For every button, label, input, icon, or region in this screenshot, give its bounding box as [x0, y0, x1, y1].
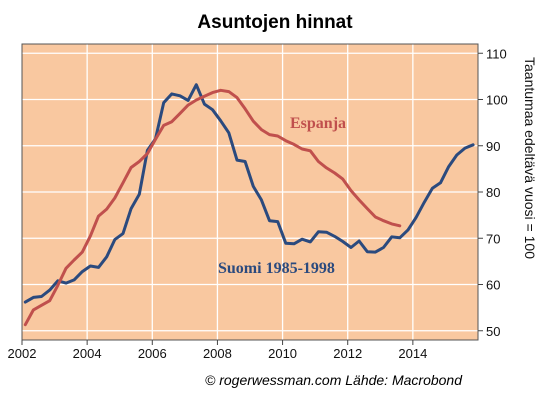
x-axis: 2002 2004 2006 2008 2010 2012 2014 [8, 340, 427, 361]
y-tick-label: 60 [486, 278, 500, 293]
chart-title: Asuntojen hinnat [197, 12, 353, 33]
x-tick-label: 2004 [73, 346, 102, 361]
y-tick-label: 50 [486, 324, 500, 339]
series-group [23, 83, 475, 327]
x-tick-label: 2006 [138, 346, 167, 361]
series-line-espanja [23, 88, 402, 327]
y-axis-label: Taantumaa edeltävä vuosi = 100 [522, 57, 538, 259]
x-tick-label: 2012 [333, 346, 362, 361]
x-tick-label: 2010 [268, 346, 297, 361]
y-tick-label: 80 [486, 185, 500, 200]
y-tick-label: 110 [486, 46, 507, 61]
grid [22, 44, 478, 340]
series-line-suomi [23, 83, 475, 304]
y-tick-label: 90 [486, 139, 500, 154]
x-tick-label: 2002 [8, 346, 37, 361]
source-note: © rogerwessman.com Lähde: Macrobond [205, 372, 463, 388]
x-tick-label: 2008 [203, 346, 232, 361]
y-tick-label: 100 [486, 93, 508, 108]
y-axis: 50 60 70 80 90 100 110 [478, 46, 508, 339]
y-tick-label: 70 [486, 231, 500, 246]
x-tick-label: 2014 [398, 346, 427, 361]
series-label-espanja: Espanja [290, 115, 346, 132]
series-label-suomi: Suomi 1985-1998 [218, 260, 335, 277]
